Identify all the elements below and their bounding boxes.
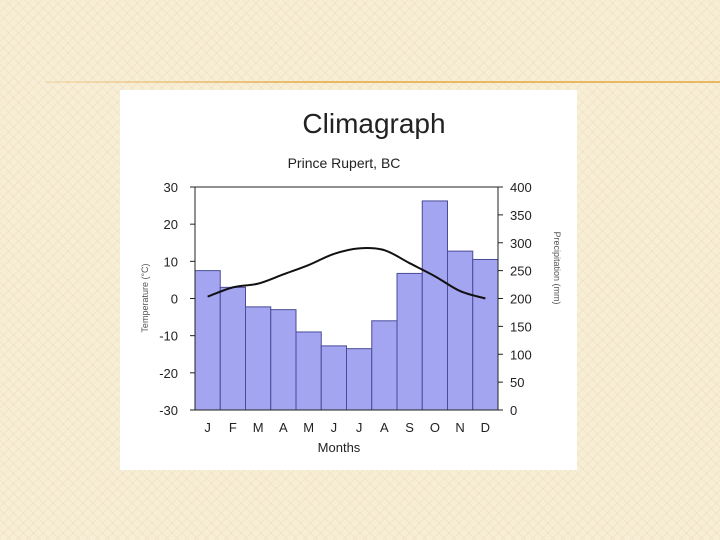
left-tick-label: 10 — [164, 254, 178, 269]
right-tick-label: 100 — [510, 347, 532, 362]
title-divider-line — [45, 81, 720, 83]
month-tick-label: M — [253, 420, 264, 435]
left-tick-label: -10 — [159, 329, 178, 344]
precipitation-bar — [472, 258, 499, 411]
precipitation-bar — [245, 306, 272, 411]
chart-subtitle: Prince Rupert, BC — [288, 155, 401, 171]
month-tick-label: D — [481, 420, 490, 435]
right-tick-label: 250 — [510, 264, 532, 279]
right-tick-label: 50 — [510, 375, 524, 390]
month-tick-label: F — [229, 420, 237, 435]
month-tick-label: J — [356, 420, 363, 435]
left-y-axis-label: Temperature (°C) — [140, 263, 150, 332]
precipitation-bar — [194, 270, 221, 411]
chart-title: Climagraph — [302, 108, 445, 139]
climagraph-chart: Climagraph Prince Rupert, BC 3020100-10-… — [140, 108, 562, 455]
right-tick-labels: 400 350 300 250 200 150 100 50 0 — [498, 180, 532, 418]
left-tick-label: 0 — [171, 292, 178, 307]
left-tick-label: -20 — [159, 366, 178, 381]
month-tick-label: A — [380, 420, 389, 435]
precipitation-bar — [371, 320, 398, 411]
precipitation-bar — [421, 200, 448, 411]
chart-card: Climagraph Prince Rupert, BC 30 20 10 0 -10-… — [120, 90, 577, 470]
precipitation-bar — [346, 348, 373, 411]
temperature-line — [207, 246, 486, 300]
left-tick-labels: 30 20 10 0 -10 -20 -30 — [159, 180, 195, 418]
precipitation-bar — [270, 309, 297, 411]
right-tick-label: 400 — [510, 180, 532, 195]
precipitation-bar — [396, 272, 423, 411]
left-tick-label: -30 — [159, 403, 178, 418]
left-tick-label: 30 — [164, 180, 178, 195]
month-tick-label: O — [430, 420, 440, 435]
month-tick-label: N — [455, 420, 464, 435]
month-tick-label: A — [279, 420, 288, 435]
precipitation-bar — [219, 286, 246, 411]
right-tick-label: 0 — [510, 403, 517, 418]
precipitation-bar — [447, 250, 474, 411]
precipitation-bar — [320, 345, 347, 411]
month-tick-label: J — [204, 420, 211, 435]
x-axis-label: Months — [318, 440, 361, 455]
month-tick-label: S — [405, 420, 414, 435]
precipitation-bars — [194, 200, 499, 411]
month-tick-label: J — [331, 420, 338, 435]
precipitation-bar — [295, 331, 322, 411]
right-tick-label: 150 — [510, 319, 532, 334]
right-tick-label: 200 — [510, 292, 532, 307]
right-tick-label: 350 — [510, 208, 532, 223]
right-y-axis-label: Precipitation (mm) — [552, 231, 562, 304]
left-tick-label: 20 — [164, 217, 178, 232]
right-tick-label: 300 — [510, 236, 532, 251]
month-tick-label: M — [303, 420, 314, 435]
